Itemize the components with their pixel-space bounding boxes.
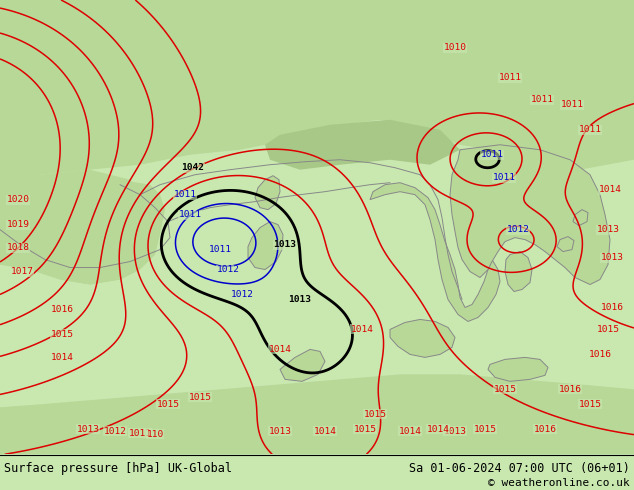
- Text: 1016: 1016: [51, 305, 74, 314]
- Text: 1020: 1020: [6, 195, 30, 204]
- Text: 1015: 1015: [188, 393, 212, 402]
- Text: 1014: 1014: [269, 345, 292, 354]
- Polygon shape: [0, 0, 634, 180]
- Text: 1015: 1015: [578, 400, 602, 409]
- Text: 1018: 1018: [6, 243, 30, 252]
- Text: 1013: 1013: [597, 225, 619, 234]
- Text: 1010: 1010: [444, 44, 467, 52]
- Polygon shape: [573, 210, 588, 225]
- Text: 1016: 1016: [600, 303, 623, 312]
- Polygon shape: [0, 170, 160, 285]
- Text: 1016: 1016: [559, 385, 581, 394]
- Text: 1013: 1013: [77, 425, 100, 434]
- Text: 1016: 1016: [588, 350, 612, 359]
- Text: 1012: 1012: [103, 427, 127, 436]
- Text: 1042: 1042: [181, 163, 205, 172]
- Text: 1012: 1012: [216, 265, 240, 274]
- Text: 1011: 1011: [179, 210, 202, 219]
- Text: 1016: 1016: [533, 425, 557, 434]
- Text: 1014: 1014: [427, 425, 450, 434]
- Polygon shape: [0, 374, 634, 454]
- Text: 1011: 1011: [209, 245, 231, 254]
- Text: 1019: 1019: [6, 220, 30, 229]
- Polygon shape: [248, 221, 283, 270]
- Text: 1015: 1015: [493, 385, 517, 394]
- Text: 1017: 1017: [11, 267, 34, 276]
- Text: 1011: 1011: [129, 429, 152, 438]
- Text: 1014: 1014: [51, 353, 74, 362]
- Text: 1012: 1012: [507, 225, 529, 234]
- Text: 1011: 1011: [560, 100, 583, 109]
- Polygon shape: [488, 357, 548, 381]
- Text: 110: 110: [146, 430, 164, 439]
- Text: 1011: 1011: [531, 96, 553, 104]
- Text: 1014: 1014: [399, 427, 422, 436]
- Text: 1013: 1013: [444, 427, 467, 436]
- Polygon shape: [280, 349, 325, 381]
- Text: 1015: 1015: [354, 425, 377, 434]
- Text: 1015: 1015: [474, 425, 496, 434]
- Text: 1013: 1013: [288, 295, 311, 304]
- Polygon shape: [450, 145, 610, 285]
- Polygon shape: [255, 176, 280, 210]
- Text: © weatheronline.co.uk: © weatheronline.co.uk: [488, 478, 630, 488]
- Polygon shape: [265, 120, 460, 170]
- Text: 1011: 1011: [174, 190, 197, 199]
- Text: 1013: 1013: [600, 253, 623, 262]
- Text: 1013: 1013: [269, 427, 292, 436]
- Text: 1015: 1015: [157, 400, 179, 409]
- Text: 1013: 1013: [273, 240, 297, 249]
- Text: Surface pressure [hPa] UK-Global: Surface pressure [hPa] UK-Global: [4, 462, 232, 475]
- Text: 1014: 1014: [598, 185, 621, 194]
- Polygon shape: [370, 183, 500, 321]
- Text: 1015: 1015: [51, 330, 74, 339]
- Polygon shape: [557, 237, 574, 251]
- Text: Sa 01-06-2024 07:00 UTC (06+01): Sa 01-06-2024 07:00 UTC (06+01): [409, 462, 630, 475]
- Text: 1011: 1011: [578, 125, 602, 134]
- Text: 1014: 1014: [351, 325, 373, 334]
- Text: 1015: 1015: [597, 325, 619, 334]
- Polygon shape: [0, 180, 165, 285]
- Polygon shape: [390, 319, 455, 357]
- Text: 1011: 1011: [481, 150, 503, 159]
- Text: 1011: 1011: [498, 74, 522, 82]
- Text: 1012: 1012: [231, 290, 254, 299]
- Text: 1014: 1014: [313, 427, 337, 436]
- Text: 1011: 1011: [493, 173, 515, 182]
- Polygon shape: [505, 251, 532, 292]
- Text: 1015: 1015: [363, 410, 387, 419]
